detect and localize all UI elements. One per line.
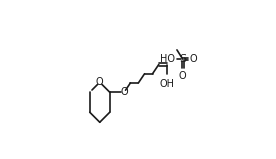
Text: HO: HO xyxy=(160,54,175,64)
Text: O: O xyxy=(96,77,104,87)
Text: OH: OH xyxy=(159,79,174,89)
Text: O: O xyxy=(120,87,128,97)
Text: O: O xyxy=(179,71,187,81)
Text: O: O xyxy=(190,54,197,64)
Text: S: S xyxy=(179,54,186,64)
